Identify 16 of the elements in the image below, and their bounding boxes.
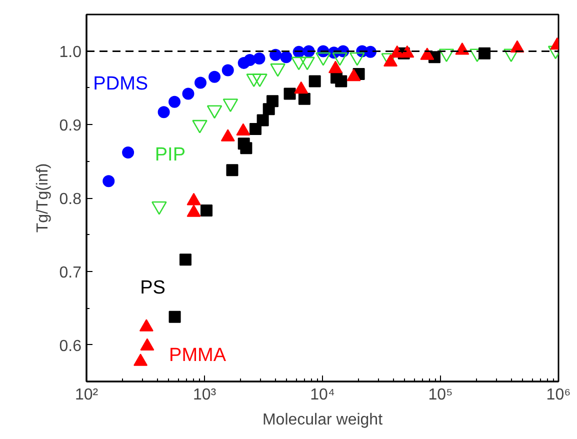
y-tick-label: 0.7 <box>59 264 82 282</box>
y-axis-title: Tg/Tg(inf) <box>34 163 52 233</box>
x-tick-label: 10⁶ <box>546 386 571 404</box>
x-tick-label: 10³ <box>192 386 217 404</box>
series-label: PMMA <box>169 345 226 366</box>
y-tick-label: 0.8 <box>59 191 82 208</box>
y-tick-label: 0.6 <box>59 338 82 355</box>
x-tick-label: 10² <box>74 386 99 404</box>
series-label: PS <box>140 277 166 298</box>
x-axis-title: Molecular weight <box>262 412 384 428</box>
y-tick-label: 1.0 <box>59 44 82 62</box>
x-tick-label: 10⁴ <box>310 386 335 404</box>
y-tick-label: 0.9 <box>59 118 82 135</box>
series-label: PDMS <box>93 74 148 95</box>
x-tick-label: 10⁵ <box>428 386 453 404</box>
series-label: PIP <box>154 144 186 166</box>
